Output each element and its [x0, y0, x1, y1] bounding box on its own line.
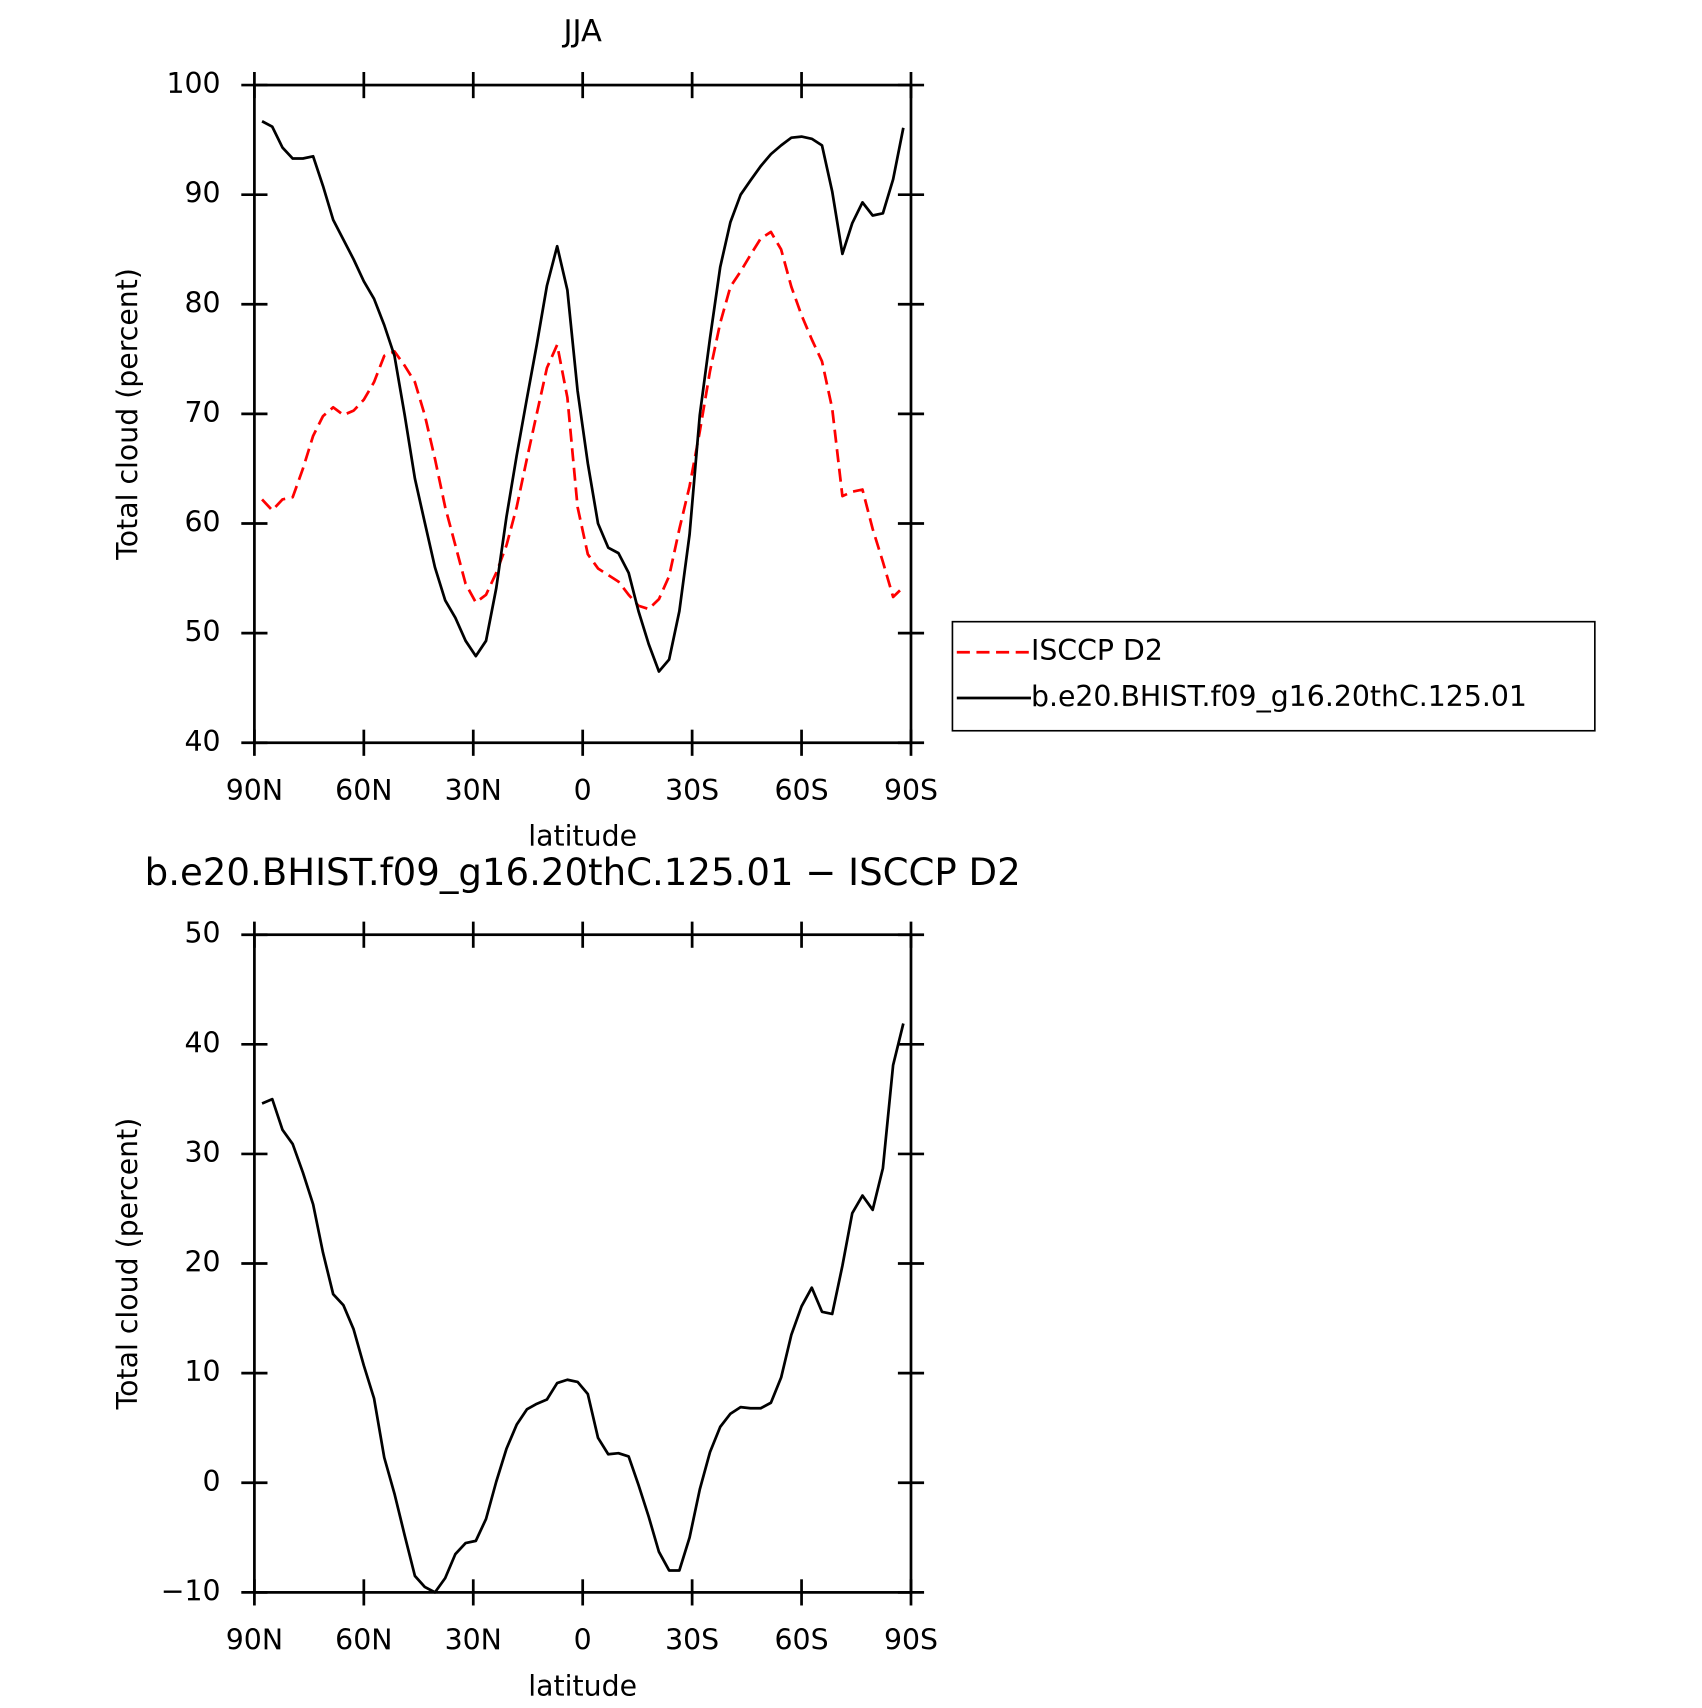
x-tick-label: 60N	[335, 1623, 392, 1656]
y-axis-label: Total cloud (percent)	[111, 1118, 144, 1411]
data-line	[261, 120, 905, 673]
x-tick-label: 30N	[445, 1623, 502, 1656]
y-tick-label: 80	[185, 286, 221, 319]
y-tick-label: 0	[203, 1465, 221, 1498]
legend-label: ISCCP D2	[1031, 634, 1163, 667]
y-tick-label: −10	[161, 1574, 221, 1607]
x-tick-label: 0	[574, 774, 592, 807]
x-axis-label: latitude	[528, 1669, 637, 1702]
y-tick-label: 50	[185, 615, 221, 648]
x-tick-label: 60N	[335, 774, 392, 807]
x-tick-label: 30N	[445, 774, 502, 807]
x-tick-label: 0	[574, 1623, 592, 1656]
y-tick-label: 90	[185, 177, 221, 210]
x-tick-label: 60S	[775, 1623, 829, 1656]
x-tick-label: 60S	[775, 774, 829, 807]
x-tick-label: 30S	[665, 1623, 719, 1656]
x-tick-label: 90N	[226, 774, 283, 807]
plot-frame	[253, 933, 913, 1594]
chart-title: b.e20.BHIST.f09_g16.20thC.125.01 − ISCCP…	[145, 851, 1021, 894]
x-tick-label: 30S	[665, 774, 719, 807]
y-tick-label: 10	[185, 1355, 221, 1388]
data-line	[261, 230, 905, 611]
data-line	[261, 1023, 905, 1594]
x-tick-label: 90S	[884, 1623, 938, 1656]
y-tick-label: 20	[185, 1246, 221, 1279]
plot-frame	[253, 83, 913, 745]
chart-title: JJA	[562, 14, 602, 49]
legend-label: b.e20.BHIST.f09_g16.20thC.125.01	[1031, 680, 1527, 713]
y-axis-label: Total cloud (percent)	[111, 268, 144, 561]
y-tick-label: 40	[185, 1026, 221, 1059]
y-tick-label: 50	[185, 917, 221, 950]
x-tick-label: 90S	[884, 774, 938, 807]
y-tick-label: 30	[185, 1136, 221, 1169]
y-tick-label: 60	[185, 506, 221, 539]
y-tick-label: 70	[185, 396, 221, 429]
y-tick-label: 40	[185, 725, 221, 758]
x-axis-label: latitude	[528, 820, 637, 853]
x-tick-label: 90N	[226, 1623, 283, 1656]
y-tick-label: 100	[166, 67, 220, 100]
legend-box	[951, 620, 1596, 732]
